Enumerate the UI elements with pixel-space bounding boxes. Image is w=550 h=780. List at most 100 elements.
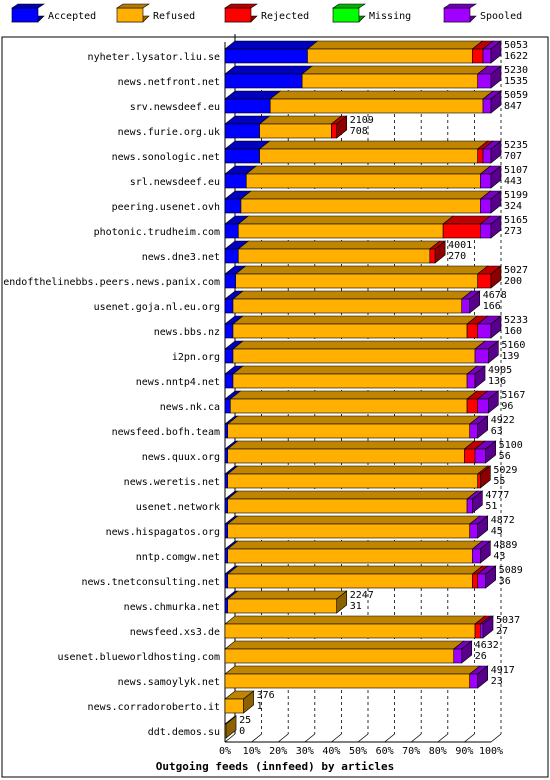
bar-row [224,640,473,664]
bar-segment-spooled [477,398,489,414]
bar-segment-refused [235,273,478,289]
row-label: ddt.demos.su [148,727,220,738]
legend-swatch-depth [224,3,258,9]
bar-segment-refused [224,698,244,714]
bar-row [224,415,489,439]
bars [224,40,502,739]
row-label: i2pn.org [172,352,220,363]
row-label: newsfeed.bofh.team [112,427,220,438]
value-label-accepted: 27 [496,626,508,637]
bar-row [224,490,484,514]
x-tick-label: 20% [269,746,287,757]
legend-item-missing: Missing [332,3,411,23]
bar-segment-spooled [477,573,486,589]
legend-swatch [116,7,144,23]
bar-side-rejected [336,115,348,139]
bar-segment-spooled [482,98,492,114]
value-label-total: 5107 [504,165,528,176]
bar-segment-refused [269,98,484,114]
x-tick-label: 0% [219,746,231,757]
x-tick-label: 40% [322,746,340,757]
bar-side-refused [336,590,348,614]
bar-top-refused [226,415,481,425]
legend-swatch [11,7,39,23]
bar-side-rejected [490,265,502,289]
legend-swatch-depth [332,3,366,9]
bar-segment-refused [227,598,338,614]
bar-top-refused [258,140,489,150]
value-label-accepted: 96 [501,401,513,412]
bar-top-refused [224,665,481,675]
bar-top-refused [237,215,454,225]
bar-top-refused [232,315,478,325]
bar-top-refused [224,615,486,625]
bar-segment-spooled [477,73,492,89]
bar-segment-accepted [224,423,228,439]
row-label: news.hispagatos.org [106,527,220,538]
value-label-accepted: 31 [350,601,362,612]
row-label: news.furie.org.uk [118,127,220,138]
value-label-accepted: 160 [504,326,522,337]
bar-segment-accepted [224,198,242,214]
legend-label: Accepted [48,11,96,22]
value-label-total: 5230 [504,65,528,76]
bar-segment-refused [227,423,471,439]
value-label-accepted: 45 [491,526,503,537]
bar-segment-refused [238,223,444,239]
bar-segment-spooled [466,373,476,389]
bar-segment-accepted [224,373,234,389]
bar-segment-refused [259,123,332,139]
bar-segment-spooled [480,173,492,189]
bar-top-refused [258,115,343,125]
legend-label: Missing [369,11,411,22]
bar-segment-rejected [442,223,481,239]
value-label-total: 4905 [488,365,512,376]
value-label-total: 5029 [493,465,517,476]
bar-top-refused [226,565,484,575]
row-label: news.samoylyk.net [118,677,220,688]
bar-top-refused [232,365,478,375]
bar-segment-spooled [469,523,479,539]
bar-top-refused [234,265,489,275]
value-label-accepted: 1535 [504,76,528,87]
row-label: news.corradoroberto.it [88,702,220,713]
bar-side-spooled [482,615,494,639]
value-label-accepted: 1 [257,701,263,712]
bar-segment-spooled [482,148,492,164]
bar-segment-spooled [480,198,492,214]
bar-segment-refused [238,248,431,264]
row-label: usenet.goja.nl.eu.org [94,302,220,313]
row-label: news.weretis.net [124,477,220,488]
value-label-accepted: 63 [491,426,503,437]
bar-row [224,65,502,89]
bar-row [224,315,502,339]
bar-segment-refused [301,73,479,89]
bar-segment-rejected [477,273,492,289]
bar-top-refused [301,65,489,75]
legend-swatch-depth [11,3,45,9]
bar-segment-spooled [477,323,492,339]
bar-segment-accepted [224,173,247,189]
bar-top-refused [226,590,348,600]
row-label: news.nk.ca [160,402,220,413]
bar-segment-spooled [474,448,486,464]
grid-floor-line [251,733,262,743]
value-label-accepted: 51 [485,501,497,512]
bar-top-refused [226,465,489,475]
bar-side-rejected [434,240,446,264]
bar-side-spooled [490,165,502,189]
row-label: news.chmurka.net [124,602,220,613]
legend: Accepted Refused Rejected Missing Spooled [11,3,522,23]
legend-swatch [224,7,252,23]
value-label-total: 5165 [504,215,528,226]
grid-floor-line [464,733,475,743]
value-label-accepted: 708 [350,126,368,137]
x-tick-label: 70% [402,746,420,757]
value-label-total: 376 [257,690,275,701]
bar-segment-accepted [224,398,231,414]
grid-floor-line [490,733,502,743]
row-label: news.sonologic.net [112,152,220,163]
bar-segment-accepted [224,123,260,139]
value-label-total: 4922 [491,415,515,426]
